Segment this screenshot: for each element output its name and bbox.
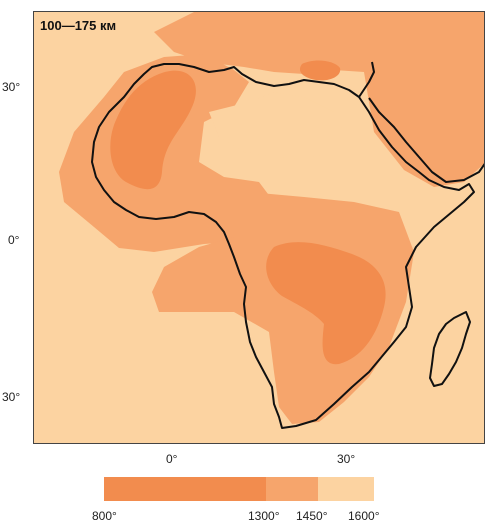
zone-800-1300-med [299,60,341,81]
lat-label-0: 0° [8,233,20,247]
legend-tick-1300: 1300° [248,509,280,523]
zone-1300-1450-west [59,54,299,252]
map-title: 100—175 км [40,18,116,33]
legend-swatch-1300-1450 [266,477,318,501]
zone-800-1300-south [266,242,386,365]
zone-1300-1450-north [154,12,484,187]
arabia-coastline [358,61,484,183]
temperature-map: 100—175 км [33,11,485,444]
legend-tick-800: 800° [92,509,117,523]
zone-sahara-cool [209,92,344,160]
legend-swatch-1450-1600 [318,477,374,501]
zone-1300-1450-south [152,192,414,424]
lon-label-30e: 30° [337,452,356,466]
africa-coastline [91,63,475,429]
legend-tick-1450: 1450° [296,509,328,523]
madagascar-outline [429,311,471,387]
legend-swatch-800-1300 [104,477,266,501]
zone-800-1300-nw [110,70,196,190]
lon-label-0: 0° [166,452,178,466]
lat-label-30n: 30° [2,80,21,94]
legend-bar [104,477,374,501]
lat-label-30s: 30° [2,390,21,404]
legend-tick-1600: 1600° [348,509,380,523]
map-graphic: 100—175 км [34,12,484,443]
